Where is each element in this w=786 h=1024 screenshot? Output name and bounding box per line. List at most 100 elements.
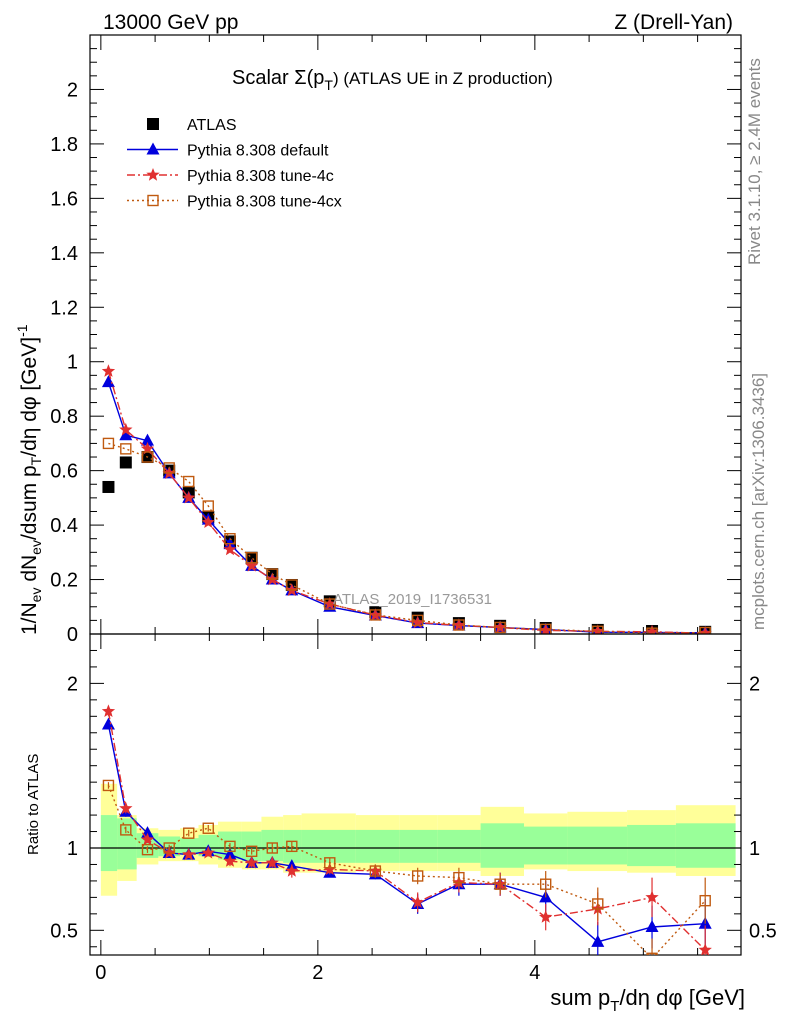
pythia-8-308-tune-4cx-ratio-point [224, 840, 236, 853]
ratio-y-tick-label: 1 [67, 838, 78, 860]
pythia-8-308-default-ratio-point [101, 717, 115, 730]
pythia-8-308-tune-4c-ratio-point [285, 864, 299, 877]
pythia-8-308-tune-4cx-ratio-point [411, 870, 424, 882]
pythia-8-308-tune-4c-point [245, 558, 259, 572]
main-y-tick-label: 2 [67, 79, 78, 101]
legend-label-pythia-8-308-tune-4c: Pythia 8.308 tune-4c [187, 168, 334, 185]
ratio-y-tick-label-right: 2 [749, 673, 760, 695]
ratio-band-inner [524, 826, 568, 865]
ratio-band-inner [627, 824, 676, 867]
plot-title-subscript: T [324, 77, 333, 93]
atlas-point [102, 480, 115, 493]
pythia-8-308-tune-4cx-ratio-point [163, 842, 175, 854]
main-y-tick-label: 1.8 [50, 134, 78, 156]
pythia-8-308-tune-4cx-ratio-point [120, 824, 132, 836]
pythia-8-308-tune-4c-point [140, 441, 155, 455]
pythia-8-308-tune-4c-ratio-point [645, 890, 659, 903]
ratio-panel: 0.5 0.5 1 1 2 2 0 2 4 [50, 633, 777, 984]
pythia-8-308-tune-4c-ratio-point [201, 845, 215, 859]
main-series-layer [101, 364, 712, 634]
pythia-8-308-tune-4cx-ratio-point [699, 894, 711, 907]
pythia-8-308-default-ratio-point [591, 934, 605, 947]
ratio-y-tick-label: 2 [67, 673, 78, 695]
ratio-band-inner [117, 818, 137, 870]
pythia-8-308-tune-4cx-point [699, 626, 711, 634]
pythia-8-308-default-ratio-point [223, 847, 237, 860]
x-axis-label: sum pT/dη dφ [GeV] [550, 985, 745, 1015]
main-y-axis-label: 1/Nev dNev/dsum pT/dη dφ [GeV]-1 [14, 324, 44, 635]
ratio-band-inner [355, 829, 400, 863]
pythia-8-308-tune-4cx-point [494, 621, 506, 634]
pythia-8-308-tune-4cx-point [411, 614, 424, 627]
ratio-series-layer [101, 704, 712, 955]
pythia-8-308-tune-4c-point [493, 620, 507, 634]
pythia-8-308-tune-4cx-ratio-point [286, 840, 298, 853]
pythia-8-308-tune-4c-ratio-point [698, 943, 712, 955]
pythia-8-308-tune-4c-ratio-point [140, 832, 155, 846]
ratio-band-inner [567, 826, 628, 865]
mcplots-label: mcplots.cern.ch [arXiv:1306.3436] [749, 373, 768, 630]
pythia-8-308-tune-4cx-line [108, 442, 706, 634]
main-y-tick-label: 1.4 [50, 243, 78, 265]
pythia-8-308-tune-4c-ratio-point [323, 862, 337, 876]
pythia-8-308-tune-4c-point [201, 515, 215, 528]
pythia-8-308-tune-4c-point [539, 623, 553, 634]
ratio-bands [90, 783, 741, 896]
legend-marker-pythia-8-308-default [146, 142, 160, 155]
main-y-tick-label: 1.6 [50, 188, 78, 210]
ratio-band-inner [480, 823, 524, 868]
pythia-8-308-default-ratio-point [645, 920, 659, 933]
pythia-8-308-tune-4c-ratio-point [223, 854, 237, 867]
pythia-8-308-tune-4cx-point [202, 500, 214, 512]
ratio-y-axis-label: Ratio to ATLAS [25, 754, 42, 855]
legend-marker-atlas [147, 118, 159, 130]
header-energy: 13000 GeV pp [103, 11, 238, 34]
legend-label-pythia-8-308-tune-4cx: Pythia 8.308 tune-4cx [187, 194, 342, 211]
main-y-tick-label: 0.4 [50, 515, 78, 537]
pythia-8-308-tune-4cx-ratio-point [494, 878, 506, 890]
main-y-tick-label: 0 [67, 624, 78, 646]
pythia-8-308-tune-4c-ratio-point [411, 895, 425, 908]
pythia-8-308-tune-4c-point [182, 490, 196, 504]
pythia-8-308-tune-4c-ratio-point [245, 855, 259, 869]
main-y-tick-label: 1.2 [50, 297, 78, 319]
pythia-8-308-tune-4cx-ratio-point [245, 845, 258, 857]
pythia-8-308-tune-4c-point [698, 626, 712, 634]
pythia-8-308-tune-4cx-point [540, 623, 552, 634]
main-y-tick-label: 0.6 [50, 461, 78, 483]
ratio-y-tick-label-right: 1 [749, 838, 760, 860]
ratio-band-inner [399, 829, 438, 863]
pythia-8-308-tune-4cx-ratio-point [453, 871, 465, 884]
plot-title-prefix: Scalar Σ(p [232, 67, 324, 89]
pythia-8-308-tune-4cx-ratio-line [107, 785, 706, 955]
main-series-group [101, 364, 712, 634]
plot-title: Scalar Σ(pT) (ATLAS UE in Z production) [232, 67, 553, 93]
legend-label-pythia-8-308-default: Pythia 8.308 default [187, 143, 329, 160]
main-y-tick-label: 0.8 [50, 406, 78, 428]
pythia-8-308-tune-4cx-point [102, 437, 115, 450]
ratio-band-inner [180, 838, 199, 855]
pythia-8-308-tune-4cx-point [369, 609, 382, 621]
pythia-8-308-tune-4cx-ratio-point [141, 843, 154, 856]
pythia-8-308-tune-4cx-point [592, 625, 604, 634]
pythia-8-308-tune-4c-ratio-point [119, 801, 133, 815]
pythia-8-308-tune-4cx-point [453, 619, 465, 631]
pythia-8-308-tune-4cx-point [266, 568, 278, 580]
x-tick-label: 0 [95, 962, 106, 984]
pythia-8-308-tune-4c-point [223, 542, 237, 556]
pythia-8-308-tune-4cx-ratio-point [102, 779, 115, 792]
pythia-8-308-tune-4cx-point [183, 475, 195, 488]
pythia-8-308-tune-4cx-ratio-point [183, 827, 195, 839]
ratio-frame [89, 633, 742, 956]
main-y-tick-label: 0.2 [50, 570, 78, 592]
pythia-8-308-tune-4cx-point [245, 552, 258, 564]
pythia-8-308-tune-4cx-point [163, 462, 175, 474]
pythia-8-308-tune-4cx-point [324, 598, 336, 610]
legend-label-atlas: ATLAS [187, 117, 237, 134]
analysis-watermark: ATLAS_2019_I1736531 [333, 591, 492, 608]
pythia-8-308-tune-4cx-point [141, 451, 154, 463]
rivet-version-label: Rivet 3.1.10, ≥ 2.4M events [745, 58, 764, 265]
pythia-8-308-tune-4cx-ratio-point [592, 898, 604, 910]
pythia-8-308-tune-4cx-ratio-point [324, 857, 336, 869]
